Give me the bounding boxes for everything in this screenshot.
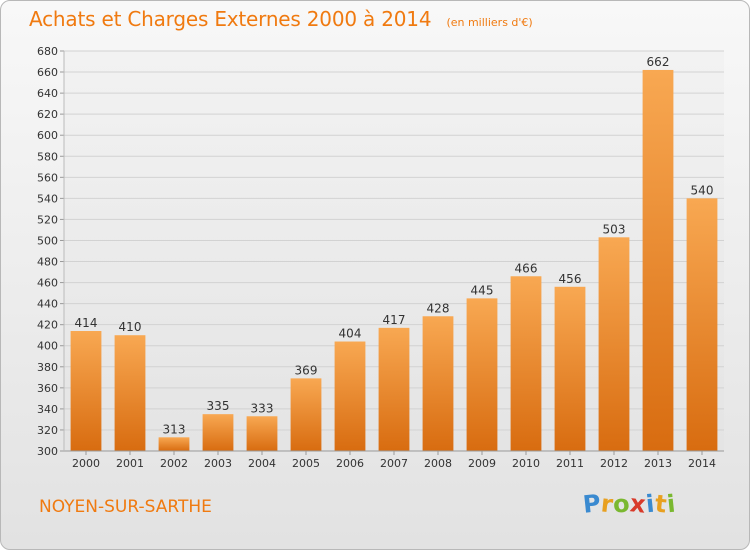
x-tick-label: 2013 [644, 457, 672, 470]
bar [158, 437, 190, 451]
bar-value-label: 333 [251, 401, 274, 415]
bar-value-label: 313 [163, 422, 186, 436]
y-tick-label: 320 [37, 424, 58, 437]
x-tick-label: 2002 [160, 457, 188, 470]
bar-value-label: 445 [471, 283, 494, 297]
y-tick-label: 560 [37, 171, 58, 184]
bar [642, 69, 674, 452]
x-tick-label: 2011 [556, 457, 584, 470]
town-name: NOYEN-SUR-SARTHE [39, 497, 212, 517]
y-tick-label: 380 [37, 361, 58, 374]
x-tick-label: 2005 [292, 457, 320, 470]
y-tick-label: 460 [37, 277, 58, 290]
x-tick-label: 2007 [380, 457, 408, 470]
y-tick-label: 640 [37, 87, 58, 100]
y-tick-label: 680 [37, 45, 58, 58]
bar [378, 327, 410, 451]
bar-value-label: 369 [295, 363, 318, 377]
bar [510, 276, 542, 451]
bar [114, 335, 146, 451]
bar-value-label: 456 [559, 272, 582, 286]
chart-unit: (en milliers d'€) [446, 16, 533, 29]
y-tick-label: 620 [37, 108, 58, 121]
x-tick-label: 2008 [424, 457, 452, 470]
y-tick-label: 520 [37, 213, 58, 226]
bar [246, 416, 278, 451]
x-tick-label: 2010 [512, 457, 540, 470]
bar-value-label: 410 [119, 320, 142, 334]
bars: 414 410 313 335 333 369 404 417 428 445 466 456 503 6… [70, 55, 718, 452]
bar [554, 286, 586, 451]
y-tick-label: 400 [37, 340, 58, 353]
bar-value-label: 335 [207, 399, 230, 413]
proxiti-logo: Proxiti [582, 489, 678, 519]
bar [70, 331, 102, 451]
bar-value-label: 404 [339, 327, 362, 341]
bar-value-label: 540 [691, 183, 714, 197]
bar-value-label: 503 [603, 222, 626, 236]
bar [466, 298, 498, 451]
y-axis-labels: 300 320 340 360 380 400 420 440 460 480 500 520 540 5… [37, 45, 64, 458]
y-tick-label: 440 [37, 298, 58, 311]
y-tick-label: 420 [37, 319, 58, 332]
bar [686, 198, 718, 451]
bar [598, 237, 630, 451]
y-tick-label: 360 [37, 382, 58, 395]
title-row: Achats et Charges Externes 2000 à 2014 (… [29, 7, 533, 31]
bar [290, 378, 322, 451]
bar-value-label: 662 [647, 55, 670, 69]
y-tick-label: 580 [37, 150, 58, 163]
bar-value-label: 414 [75, 316, 98, 330]
bar [334, 341, 366, 451]
y-tick-label: 600 [37, 129, 58, 142]
y-tick-label: 480 [37, 256, 58, 269]
y-tick-label: 300 [37, 445, 58, 458]
x-tick-label: 2006 [336, 457, 364, 470]
x-tick-label: 2003 [204, 457, 232, 470]
chart-title: Achats et Charges Externes 2000 à 2014 [29, 7, 432, 31]
x-tick-label: 2009 [468, 457, 496, 470]
bar [422, 316, 454, 451]
bar [202, 414, 234, 451]
y-tick-label: 540 [37, 192, 58, 205]
y-tick-label: 660 [37, 66, 58, 79]
bar-value-label: 428 [427, 301, 450, 315]
x-tick-label: 2012 [600, 457, 628, 470]
y-tick-label: 500 [37, 234, 58, 247]
x-tick-label: 2014 [688, 457, 716, 470]
x-tick-label: 2001 [116, 457, 144, 470]
bar-value-label: 417 [383, 313, 406, 327]
logo-letter: i [665, 489, 678, 519]
x-tick-label: 2000 [72, 457, 100, 470]
bar-value-label: 466 [515, 261, 538, 275]
y-tick-label: 340 [37, 403, 58, 416]
x-axis-labels: 2000 2001 2002 2003 2004 2005 2006 2007 2008 2009… [72, 451, 716, 470]
x-tick-label: 2004 [248, 457, 276, 470]
